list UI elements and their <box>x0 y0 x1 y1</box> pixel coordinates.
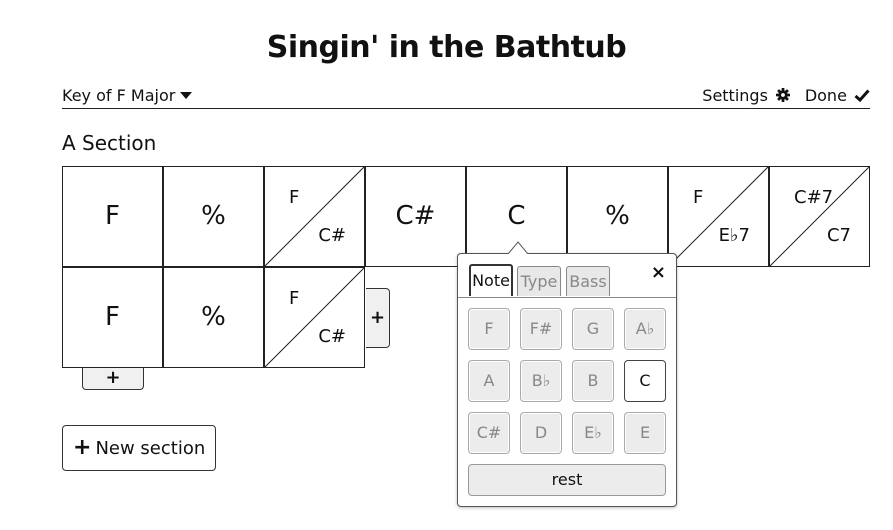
note-button[interactable]: B <box>572 360 614 402</box>
chord-label: F <box>105 201 120 231</box>
split-divider <box>265 268 364 367</box>
add-measure-button[interactable]: + <box>366 288 390 348</box>
chord-top-label: F <box>289 288 300 309</box>
note-button[interactable]: E <box>624 412 666 454</box>
split-divider <box>265 167 364 266</box>
check-icon <box>854 89 870 103</box>
chord-label: % <box>605 201 630 231</box>
measure-cell[interactable]: F E♭7 <box>668 166 769 267</box>
key-select[interactable]: Key of F Major <box>62 86 193 105</box>
note-button[interactable]: F# <box>520 308 562 350</box>
chord-top-label: F <box>693 187 704 208</box>
note-button[interactable]: E♭ <box>572 412 614 454</box>
done-button[interactable]: Done <box>805 86 870 105</box>
measure-cell[interactable]: F C# <box>264 166 365 267</box>
rest-button[interactable]: rest <box>468 464 666 496</box>
measure-cell[interactable]: F C# <box>264 267 365 368</box>
note-button[interactable]: D <box>520 412 562 454</box>
chord-label: F <box>105 302 120 332</box>
toolbar: Key of F Major Settings Done <box>62 84 870 109</box>
plus-icon: + <box>73 435 92 460</box>
chord-label: C# <box>395 201 436 231</box>
measure-cell[interactable]: % <box>163 267 264 368</box>
tab-divider <box>458 297 676 298</box>
add-row-button[interactable]: + <box>82 368 144 390</box>
done-label: Done <box>804 86 847 105</box>
chord-bottom-label: C7 <box>826 225 851 246</box>
chord-label: % <box>201 201 226 231</box>
note-button[interactable]: A <box>468 360 510 402</box>
settings-label: Settings <box>702 86 768 105</box>
note-button[interactable]: F <box>468 308 510 350</box>
measure-cell[interactable]: F <box>62 166 163 267</box>
tab-type[interactable]: Type <box>517 266 561 296</box>
note-button[interactable]: A♭ <box>624 308 666 350</box>
chord-top-label: F <box>289 187 300 208</box>
note-button[interactable]: C <box>624 360 666 402</box>
chord-bottom-label: C# <box>318 225 346 246</box>
measure-cell[interactable]: % <box>567 166 668 267</box>
chord-top-label: C#7 <box>794 187 834 208</box>
split-divider <box>669 167 768 266</box>
new-section-button[interactable]: + New section <box>62 425 216 471</box>
measure-cell[interactable]: C# <box>365 166 466 267</box>
popup-pointer <box>508 241 528 254</box>
chord-popup: × Note Type Bass F F# G A♭ A B♭ B C C# D E♭ E rest <box>457 253 677 507</box>
split-divider <box>770 167 869 266</box>
chord-label: C <box>507 201 526 231</box>
settings-button[interactable]: Settings <box>702 86 790 105</box>
measure-cell[interactable]: C#7 C7 <box>769 166 870 267</box>
tab-note[interactable]: Note <box>469 264 513 296</box>
measure-cell[interactable]: F <box>62 267 163 368</box>
new-section-label: New section <box>95 438 206 459</box>
note-button[interactable]: B♭ <box>520 360 562 402</box>
section-title: A Section <box>62 131 157 155</box>
caret-down-icon <box>180 92 193 99</box>
chord-bottom-label: C# <box>318 326 346 347</box>
note-button[interactable]: G <box>572 308 614 350</box>
chord-bottom-label: E♭7 <box>718 225 750 246</box>
note-button[interactable]: C# <box>468 412 510 454</box>
key-label: Key of F Major <box>62 86 176 105</box>
song-title: Singin' in the Bathtub <box>266 30 627 65</box>
tab-bass[interactable]: Bass <box>566 266 610 296</box>
gear-icon <box>776 88 790 102</box>
chord-label: % <box>201 302 226 332</box>
measure-cell[interactable]: % <box>163 166 264 267</box>
close-icon[interactable]: × <box>650 262 666 283</box>
